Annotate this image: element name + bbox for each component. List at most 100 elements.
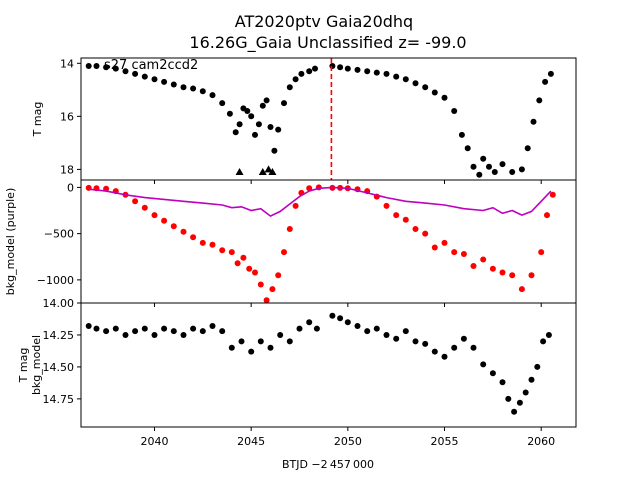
- panel-bkg-series-0-point-43: [451, 249, 458, 256]
- panel-diff-series-0-point-24: [313, 325, 320, 332]
- panel-tmag-series-0-point-62: [547, 70, 554, 77]
- panel-diff-series-0-point-14: [219, 328, 226, 335]
- x-tick-label-2: 2050: [334, 435, 362, 448]
- panel-bkg-series-0-point-51: [528, 272, 535, 279]
- panel-bkg-series-0-point-5: [132, 198, 139, 205]
- panel-diff-series-0-point-49: [534, 363, 541, 370]
- panel-tmag-plot-area: [85, 58, 554, 180]
- panel-tmag-series-0-point-11: [190, 85, 197, 92]
- panel-tmag-series-0-point-30: [292, 76, 299, 83]
- panel-bkg-ylabel: bkg_model (purple): [4, 188, 17, 295]
- panel-diff-series-0-point-10: [180, 332, 187, 338]
- panel-bkg-series-0-point-36: [383, 202, 390, 209]
- panel-diff-series-0-point-9: [170, 328, 177, 335]
- panel-diff-frame: [80, 302, 577, 428]
- panel-tmag-series-0-point-42: [402, 76, 409, 83]
- panel-bkg-series-0-point-21: [263, 297, 270, 303]
- panel-tmag-series-0-point-47: [451, 108, 458, 114]
- panel-tmag-series-0-point-27: [275, 126, 282, 133]
- panel-tmag-series-1-marker-1: [258, 168, 267, 176]
- panel-bkg-series-0-point-28: [306, 185, 313, 192]
- panel-diff-series-0-point-16: [238, 338, 245, 345]
- panel-diff-series-0-point-45: [511, 408, 518, 415]
- panel-diff-series-0-point-41: [480, 361, 487, 368]
- panel-tmag-series-0-point-19: [244, 108, 251, 114]
- panel-tmag-series-0-point-52: [480, 155, 487, 162]
- panel-diff-series-0-point-40: [470, 344, 477, 351]
- panel-diff-series-0-point-22: [296, 325, 303, 332]
- panel-tmag-series-0-point-31: [298, 70, 305, 77]
- panel-diff-series-0-point-31: [383, 332, 390, 338]
- panel-bkg-series-0-point-16: [234, 260, 241, 267]
- panel-diff-ylabel-line-1: bkg_model: [30, 335, 43, 395]
- panel-bkg-series-0-point-47: [489, 265, 496, 272]
- panel-diff-series-0-point-3: [112, 325, 119, 332]
- panel-diff-series-0-point-28: [354, 323, 361, 329]
- panel-diff-ytick-label-2: 14.50: [43, 361, 75, 374]
- panel-bkg-series-0-point-45: [470, 263, 477, 269]
- panel-tmag-series-0-point-50: [470, 163, 477, 170]
- panel-diff-series-0-point-36: [431, 348, 438, 355]
- panel-diff-series-0-point-29: [364, 328, 371, 335]
- panel-diff-series-0-point-34: [412, 338, 419, 345]
- panel-tmag-series-0-point-13: [209, 92, 216, 99]
- panel-tmag-series-0-point-14: [219, 100, 226, 107]
- panel-bkg-ytick-label-0: 0: [67, 181, 74, 194]
- panel-bkg-series-0-point-53: [544, 212, 550, 219]
- panel-bkg-series-0-point-10: [180, 228, 187, 235]
- panel-diff-plot-area: [85, 312, 552, 415]
- panel-bkg-series-0-point-26: [292, 202, 299, 209]
- panel-bkg-series-0-point-37: [393, 212, 400, 219]
- panel-tmag-series-0-point-46: [441, 94, 448, 101]
- panel-tmag-series-0-point-7: [151, 76, 158, 83]
- chart-title-line2: 16.26G_Gaia Unclassified z= -99.0: [189, 33, 466, 53]
- panel-tmag-series-0-point-24: [263, 97, 270, 104]
- panel-bkg-series-0-point-17: [240, 254, 247, 261]
- panel-tmag-series-0-point-28: [281, 100, 287, 107]
- panel-tmag-series-0-point-2: [103, 64, 110, 71]
- panel-bkg-series-0-point-23: [275, 272, 282, 279]
- panel-bkg-series-0-point-40: [422, 230, 429, 237]
- panel-bkg-series-0-point-25: [286, 226, 293, 232]
- panel-tmag-series-0-point-57: [518, 166, 525, 173]
- panel-bkg-plot-area: [85, 184, 556, 303]
- panel-diff-series-0-point-21: [286, 338, 293, 345]
- panel-diff-series-0-point-17: [248, 348, 255, 355]
- panel-diff-series-0-point-5: [132, 328, 139, 335]
- panel-tmag-series-0-point-49: [464, 145, 471, 152]
- panel-tmag-series-0-point-3: [112, 65, 119, 72]
- panel-tmag-series-0-point-25: [267, 124, 274, 130]
- x-tick-label-3: 2055: [431, 435, 459, 448]
- panel-diff-series-0-point-1: [93, 325, 100, 332]
- panel-diff-series-0-point-19: [267, 344, 274, 351]
- panel-tmag-series-0-point-58: [524, 145, 531, 152]
- panels: 14 16 18 T mag 0 −500 −1000 bkg_model (purple) 1…: [4, 57, 577, 448]
- panel-diff-series-0-point-46: [516, 399, 523, 406]
- panel-tmag-ylabel: T mag: [31, 102, 44, 138]
- panel-tmag-series-0-point-22: [255, 121, 262, 128]
- panel-bkg-series-0-point-20: [257, 281, 264, 288]
- panel-bkg-series-0-point-39: [412, 226, 419, 232]
- panel-diff-series-0-point-35: [422, 340, 429, 347]
- panel-diff-series-0-point-6: [141, 325, 148, 332]
- panel-tmag-series-1-marker-2: [264, 165, 273, 173]
- panel-diff-series-0-point-0: [85, 323, 92, 329]
- panel-bkg-series-0-point-41: [431, 244, 438, 251]
- panel-tmag-series-0-point-61: [542, 78, 549, 85]
- panel-tmag-series-0-point-40: [383, 70, 390, 77]
- panel-diff-series-0-point-43: [499, 379, 506, 386]
- panel-diff-series-0-point-27: [344, 319, 351, 326]
- panel-diff-series-0-point-4: [122, 332, 129, 338]
- panel-tmag-series-0-point-21: [252, 131, 258, 138]
- panel-tmag-series-0-point-35: [337, 64, 344, 71]
- panel-tmag-series-0-point-1: [93, 63, 100, 69]
- panel-diff-ytick-label-0: 14.00: [43, 297, 75, 310]
- panel-tmag-ytick-label-2: 18: [60, 163, 74, 176]
- panel-tmag-series-1-marker-3: [268, 168, 277, 176]
- panel-diff-series-0-point-38: [451, 344, 458, 351]
- panel-bkg-series-1-line: [88, 186, 552, 218]
- panel-tmag-series-0-point-15: [226, 110, 233, 117]
- panel-bkg-series-0-point-54: [549, 191, 556, 198]
- panel-diff-series-0-point-20: [277, 332, 284, 338]
- panel-diff-series-0-point-23: [306, 319, 313, 326]
